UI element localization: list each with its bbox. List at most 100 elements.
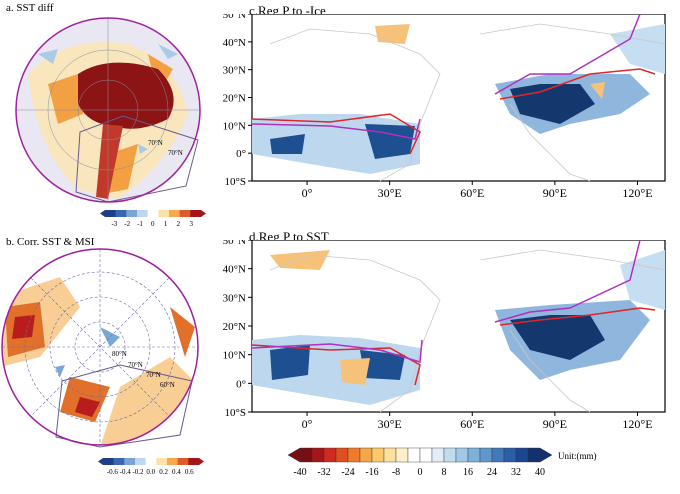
colorbar-segment: [371, 447, 385, 463]
colorbar-a: -3 -2 -1 0 1 2 3: [100, 210, 206, 228]
map-d-orange-patches: [270, 250, 370, 385]
colorbar-segment: [515, 447, 529, 463]
panel-b-title: b. Corr. SST & MSI: [6, 236, 95, 248]
colorbar-segment: [115, 210, 127, 217]
colorbar-tick-label: 0.4: [172, 468, 181, 476]
colorbar-tick-label: 2: [177, 220, 181, 228]
map-c-orange-patches: [375, 24, 605, 99]
polar-b-box: [55, 364, 193, 448]
x-tick-label: 90°E: [543, 417, 567, 431]
colorbar-segment: [311, 447, 325, 463]
polar-b-graticule: [2, 249, 198, 445]
colorbar-arrow-left: [287, 447, 301, 463]
x-tick-label: 0°: [302, 417, 313, 431]
colorbar-segment: [145, 458, 157, 465]
colorbar-segment: [169, 210, 180, 217]
colorbar-tick-label: -0.6: [107, 468, 119, 476]
colorbar-tick-label: -16: [365, 467, 378, 478]
colorbar-tick-label: 1: [164, 220, 168, 228]
panel-a-title: a. SST diff: [6, 2, 54, 14]
x-tick-label: 30°E: [378, 417, 402, 431]
colorbar-tick-label: 8: [442, 467, 447, 478]
y-tick-label: 40°N: [223, 264, 246, 276]
y-tick-label: 50°N: [223, 14, 246, 21]
map-d-land-outline: [269, 249, 666, 413]
colorbar-tick-label: 24: [487, 467, 497, 478]
map-c-land-outline: [269, 23, 666, 182]
colorbar-tick-label: 3: [189, 220, 193, 228]
colorbar-tick-label: -2: [124, 220, 130, 228]
y-tick-label: 10°S: [224, 407, 246, 419]
colorbar-unit-label: Unit:(mm): [558, 451, 597, 461]
polar-map-a: 70°N 70°N: [15, 17, 201, 203]
x-tick-label: 60°E: [460, 186, 484, 200]
polar-b-lat-label: 80°N: [112, 350, 127, 358]
colorbar-tick-label: 0.2: [159, 468, 168, 476]
colorbar-arrow-right: [539, 447, 553, 463]
colorbar-tick-label: -24: [341, 467, 354, 478]
y-tick-label: 30°N: [223, 292, 246, 304]
colorbar-segment: [103, 458, 114, 465]
polar-map-b: 80°N 70°N 70°N 60°N: [1, 248, 199, 448]
colorbar-tick-label: 0: [151, 220, 155, 228]
map-c-axes: 0° 30°E 60°E 90°E 120°E 50°N 40°N 30°N 20°N 10°N 0…: [223, 14, 653, 200]
polar-b-field: [2, 277, 198, 445]
colorbar-arrow-left: [98, 458, 103, 465]
colorbar-segment: [126, 210, 138, 217]
polar-a-graticule: [16, 18, 200, 202]
colorbar-arrow-right: [199, 458, 204, 465]
x-tick-label: 0°: [302, 186, 313, 200]
colorbar-tick-label: 32: [511, 467, 521, 478]
colorbar-tick-label: -0.2: [132, 468, 144, 476]
colorbar-segment: [503, 447, 517, 463]
colorbar-tick-label: -0.4: [120, 468, 132, 476]
colorbar-segment: [190, 210, 202, 217]
y-tick-label: 30°N: [223, 65, 246, 77]
colorbar-segment: [135, 458, 146, 465]
polar-b-lat-label: 70°N: [128, 361, 143, 369]
y-tick-label: 10°N: [223, 350, 246, 362]
colorbar-segment: [359, 447, 373, 463]
polar-a-blue-patches: [38, 44, 178, 154]
polar-b-blue-patches: [55, 327, 120, 377]
colorbar-segment: [419, 447, 433, 463]
colorbar-b: -0.6 -0.4 -0.2 0.0 0.2 0.4 0.6: [98, 458, 204, 476]
colorbar-arrow-right: [201, 210, 206, 217]
y-tick-label: 0°: [236, 378, 246, 390]
x-tick-label: 60°E: [460, 417, 484, 431]
colorbar-segment: [407, 447, 421, 463]
polar-b-lat-label: 60°N: [160, 381, 175, 389]
colorbar-tick-label: -1: [137, 220, 143, 228]
map-d-south-asia-dark-blue: [510, 315, 605, 360]
colorbar-segment: [383, 447, 397, 463]
y-tick-label: 0°: [236, 148, 246, 160]
colorbar-segment: [147, 210, 159, 217]
colorbar-segment: [335, 447, 349, 463]
polar-a-red-streak: [96, 124, 123, 199]
colorbar-segment: [156, 458, 168, 465]
colorbar-segment: [527, 447, 541, 463]
y-tick-label: 20°N: [223, 93, 246, 105]
colorbar-segment: [455, 447, 469, 463]
x-tick-label: 120°E: [622, 417, 652, 431]
colorbar-segment: [179, 210, 191, 217]
colorbar-segment: [188, 458, 200, 465]
colorbar-segment: [467, 447, 481, 463]
polar-a-red-core: [78, 62, 174, 129]
colorbar-tick-label: 0: [418, 467, 423, 478]
colorbar-tick-label: -3: [111, 220, 117, 228]
colorbar-segment: [177, 458, 189, 465]
map-d-sahel-dark-blue: [270, 345, 405, 380]
y-tick-label: 10°S: [224, 176, 246, 188]
colorbar-tick-label: 0.6: [185, 468, 194, 476]
colorbar-segment: [431, 447, 445, 463]
colorbar-tick-label: -32: [317, 467, 330, 478]
polar-b-lat-label: 70°N: [146, 371, 161, 379]
x-tick-label: 90°E: [543, 186, 567, 200]
map-d-contours: [251, 240, 656, 386]
x-tick-label: 120°E: [622, 186, 652, 200]
y-tick-label: 50°N: [223, 240, 246, 247]
colorbar-segment: [167, 458, 178, 465]
colorbar-segment: [491, 447, 505, 463]
polar-a-frame: [15, 17, 201, 203]
